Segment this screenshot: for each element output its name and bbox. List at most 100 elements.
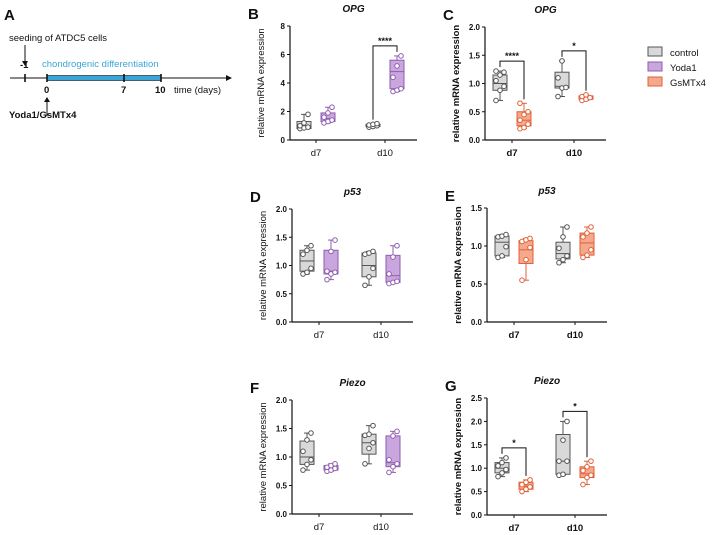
panel-g: G Piezo relative mRNA expression 0.0 0.5 1.0 1… — [445, 376, 607, 534]
box-control-d10 — [361, 248, 377, 289]
chart-title: p53 — [343, 187, 362, 198]
chart-title: Piezo — [339, 378, 365, 389]
box-control-d7 — [299, 242, 315, 277]
y-tick-label: 0.0 — [471, 318, 483, 327]
data-point — [556, 458, 562, 464]
data-point — [394, 461, 400, 467]
data-point — [588, 247, 594, 253]
box-yoda1-d10 — [385, 428, 401, 476]
data-point — [503, 243, 509, 250]
legend: control Yoda1 GsMTx4 — [647, 46, 706, 89]
box-gsmtx4-d7 — [516, 100, 532, 132]
significance-label: **** — [378, 36, 393, 46]
data-point — [517, 117, 523, 124]
box-gsmtx4-d7 — [518, 235, 534, 284]
data-point — [300, 467, 306, 473]
chart-title: Piezo — [534, 376, 560, 387]
data-point — [525, 108, 531, 115]
x-tick-label: d10 — [373, 522, 389, 533]
data-point — [501, 83, 507, 90]
data-point — [499, 253, 505, 259]
significance-label: **** — [505, 51, 520, 61]
data-point — [394, 428, 400, 435]
tick-label-7: 7 — [121, 85, 126, 96]
data-point — [559, 58, 565, 64]
panel-label: G — [445, 378, 457, 395]
box-gsmtx4-d10 — [578, 92, 594, 104]
data-point — [588, 224, 594, 230]
data-point — [332, 237, 338, 243]
data-point — [328, 248, 334, 255]
panel-label: C — [443, 7, 454, 24]
significance-bracket — [372, 45, 398, 120]
data-point — [493, 97, 499, 104]
significance-label: * — [512, 438, 516, 448]
x-tick-label: d10 — [377, 148, 393, 159]
data-point — [394, 242, 400, 249]
panel-label: B — [248, 6, 259, 23]
x-tick-label: d7 — [506, 148, 517, 159]
data-point — [556, 259, 562, 266]
data-point — [366, 431, 372, 438]
data-point — [321, 114, 327, 120]
y-axis-label: relative mRNA expression — [451, 25, 462, 143]
data-point — [588, 472, 594, 479]
data-point — [304, 461, 310, 468]
significance-label: * — [573, 401, 577, 411]
y-tick-label: 1.0 — [471, 242, 483, 251]
data-point — [584, 463, 590, 470]
box-yoda1-d7 — [323, 237, 339, 283]
y-tick-label: 1.0 — [276, 262, 288, 271]
data-point — [374, 120, 380, 127]
tick-label-0: 0 — [44, 85, 49, 96]
x-tick-label: d7 — [508, 523, 519, 534]
x-tick-label: d10 — [567, 330, 583, 341]
y-tick-label: 1.5 — [469, 51, 481, 60]
data-point — [523, 479, 529, 486]
data-point — [564, 224, 570, 230]
y-tick-label: 2.0 — [471, 417, 483, 426]
x-tick-label: d7 — [314, 330, 325, 341]
data-point — [555, 75, 561, 81]
box-control-d7 — [296, 111, 312, 132]
y-tick-label: 8 — [281, 22, 286, 31]
data-point — [495, 473, 501, 480]
data-point — [325, 110, 331, 116]
y-tick-label: 0.5 — [471, 488, 483, 497]
y-tick-label: 0.5 — [276, 482, 288, 491]
data-point — [297, 122, 303, 129]
y-tick-label: 1.5 — [276, 233, 288, 242]
y-tick-label: 2 — [281, 108, 286, 117]
data-point — [329, 117, 335, 123]
data-point — [493, 77, 499, 84]
legend-label-gsmtx4: GsMTx4 — [670, 78, 706, 89]
data-point — [580, 234, 586, 240]
panel-label: D — [250, 189, 261, 206]
y-axis-label: relative mRNA expression — [453, 398, 464, 516]
panel-label: F — [250, 380, 259, 397]
data-point — [370, 265, 376, 272]
data-point — [580, 254, 586, 261]
data-point — [563, 84, 569, 91]
y-axis-label: relative mRNA expression — [258, 402, 269, 511]
panel-label-a: A — [4, 7, 15, 24]
data-point — [588, 458, 594, 464]
data-point — [394, 63, 400, 69]
data-point — [398, 53, 404, 59]
significance-label: * — [572, 41, 576, 51]
data-point — [497, 72, 503, 78]
data-point — [300, 251, 306, 257]
data-point — [560, 471, 566, 478]
treatment-label: Yoda1/GsMTx4 — [9, 110, 77, 121]
data-point — [583, 92, 589, 98]
box-yoda1-d7 — [323, 461, 339, 475]
data-point — [499, 459, 505, 466]
box-gsmtx4-d7 — [518, 477, 534, 495]
box-control-d10 — [555, 224, 571, 266]
legend-label-control: control — [670, 48, 699, 59]
y-tick-label: 0.5 — [471, 280, 483, 289]
data-point — [503, 455, 509, 461]
y-tick-label: 2.0 — [469, 23, 481, 32]
data-point — [564, 253, 570, 259]
data-point — [555, 93, 561, 100]
